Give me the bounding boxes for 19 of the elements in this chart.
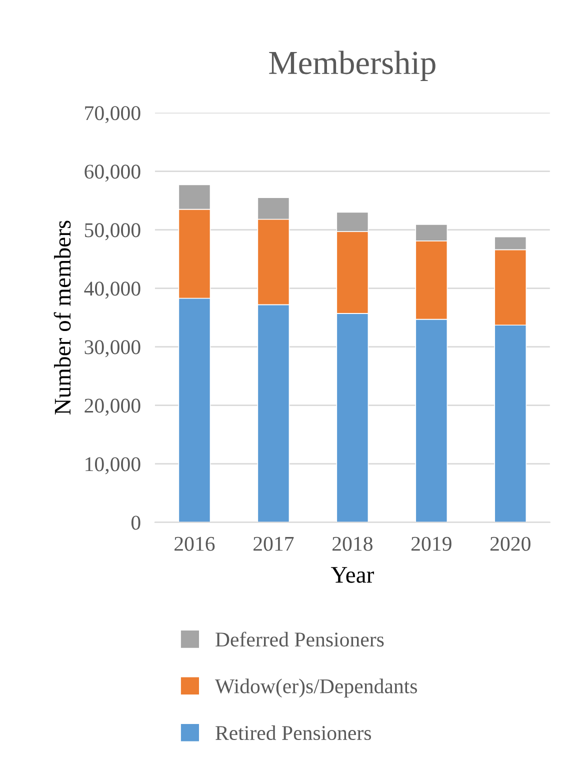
legend-label: Retired Pensioners bbox=[216, 725, 372, 740]
legend-label: Widow(er)s/Dependants bbox=[214, 678, 418, 698]
x-tick-label: 2019 bbox=[412, 536, 452, 551]
y-tick-label: 40,000 bbox=[84, 282, 140, 299]
x-axis-title: Year bbox=[330, 567, 374, 583]
y-tick-label: 30,000 bbox=[84, 340, 140, 358]
x-tick-label: 2020 bbox=[490, 536, 530, 551]
chart-title: Membership bbox=[269, 50, 436, 81]
legend-label: Deferred Pensioners bbox=[216, 632, 384, 647]
x-tick-label: 2017 bbox=[254, 536, 294, 551]
y-tick-label: 70,000 bbox=[85, 106, 140, 124]
y-tick-label: 0 bbox=[131, 516, 140, 530]
y-tick-label: 20,000 bbox=[84, 398, 140, 416]
y-tick-label: 60,000 bbox=[84, 164, 140, 182]
x-tick-label: 2016 bbox=[174, 536, 215, 551]
y-tick-label: 50,000 bbox=[85, 223, 140, 240]
y-axis-title: Number of members bbox=[54, 220, 71, 415]
x-tick-label: 2018 bbox=[332, 536, 372, 551]
y-tick-label: 10,000 bbox=[86, 457, 140, 474]
